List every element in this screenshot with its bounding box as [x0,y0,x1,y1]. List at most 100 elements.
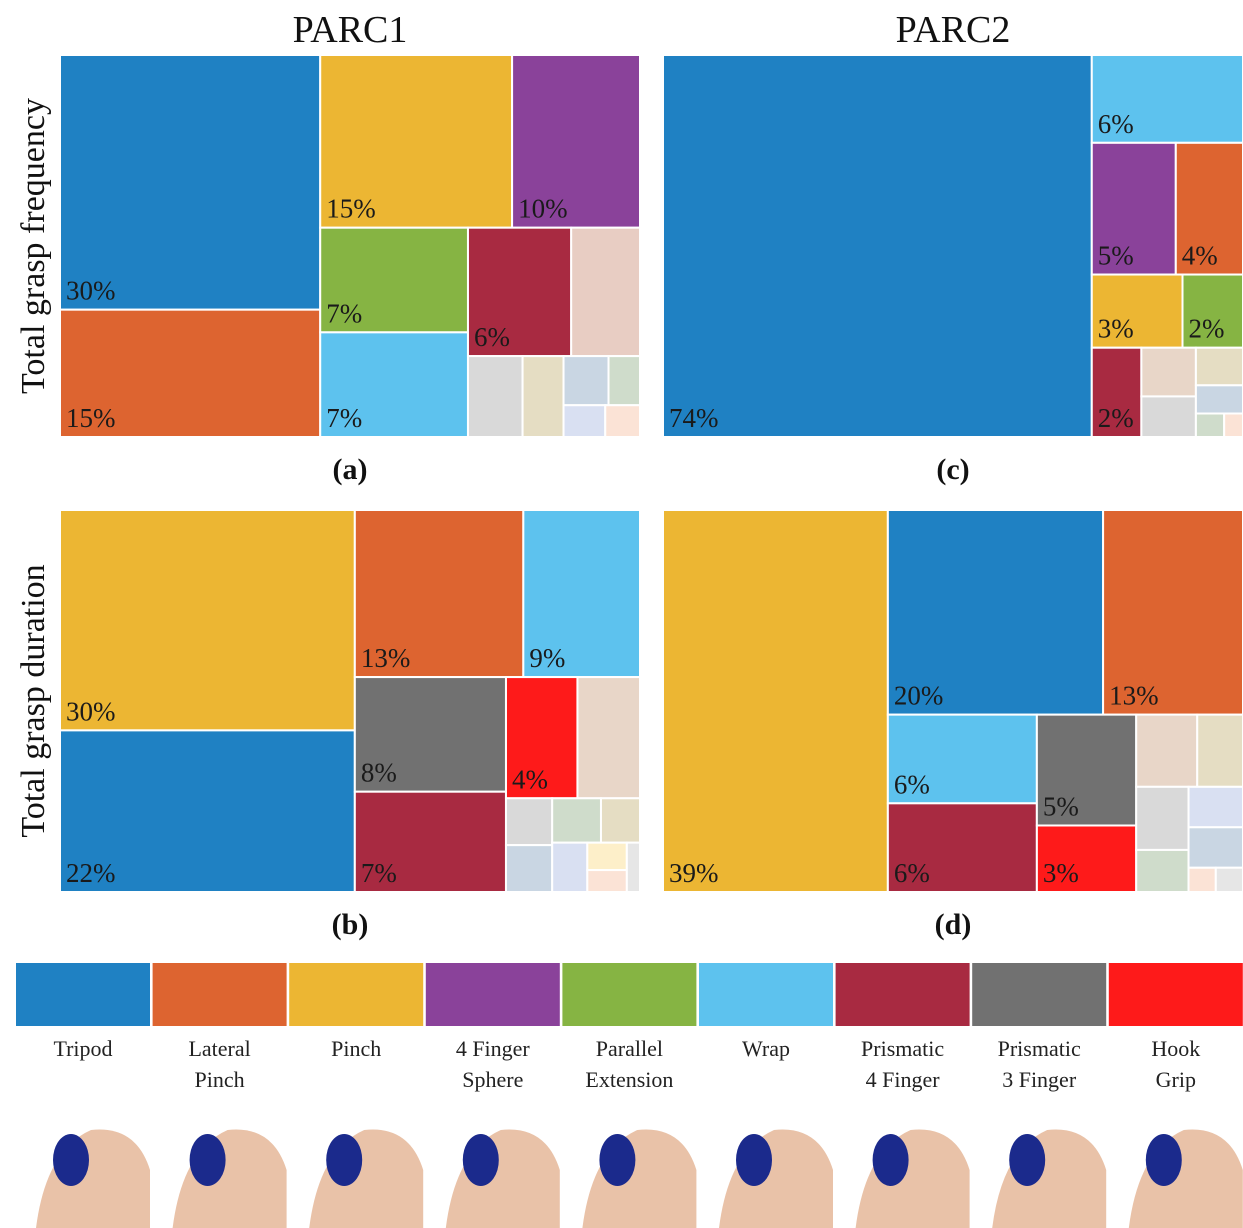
treemap-cell [577,677,640,798]
treemap-cell [1189,868,1216,892]
legend-label: Prismatic 4 Finger [857,1033,949,1095]
hand-illustration [173,1130,287,1228]
hand-illustration [1129,1130,1243,1228]
value-label: 30% [66,696,116,726]
legend-swatch [16,963,150,1026]
treemap-cell [1189,787,1243,827]
treemap-cell [571,228,640,356]
treemap-cell [506,845,552,892]
treemap-cell [601,798,640,842]
treemap-cell [663,510,888,892]
value-label: 6% [1098,109,1134,139]
value-label: 9% [529,643,565,673]
value-label: 6% [474,322,510,352]
value-label: 7% [326,298,362,328]
grasp-object [53,1134,89,1186]
value-label: 5% [1043,791,1079,821]
treemap-cell [609,356,640,405]
treemap-cell [1189,827,1243,867]
value-label: 20% [894,681,944,711]
hand-illustration [309,1130,423,1228]
value-label: 6% [894,858,930,888]
figure: 30% 15% 15% 10% 7% 7% 6% PARC1 Total grasp frequ… [0,0,1243,1228]
treemap-cell [552,843,587,892]
treemap-cell [1136,850,1188,892]
legend-swatch [153,963,287,1026]
grasp-object [463,1134,499,1186]
hand-illustration [446,1130,560,1228]
value-label: 2% [1098,403,1134,433]
grasp-object [736,1134,772,1186]
value-label: 13% [361,643,411,673]
panel-title: PARC1 [293,9,408,51]
treemap-cell [1141,348,1196,397]
grasp-object [599,1134,635,1186]
legend-label: Prismatic 3 Finger [993,1033,1085,1095]
value-label: 6% [894,769,930,799]
treemap-cell [587,843,627,870]
value-label: 4% [512,764,548,794]
legend-label: Lateral Pinch [174,1033,266,1095]
treemap-cell [60,55,320,310]
treemap-cell [552,798,601,842]
value-label: 7% [361,858,397,888]
treemap-cell [1141,396,1196,437]
legend-label: Parallel Extension [583,1033,675,1095]
legend-swatch [426,963,560,1026]
value-label: 8% [361,758,397,788]
value-label: 3% [1098,314,1134,344]
grasp-object [190,1134,226,1186]
value-label: 5% [1098,241,1134,271]
hand-illustration [36,1130,150,1228]
treemap-cell [627,843,640,892]
row-label: Total grasp frequency [15,98,52,394]
treemap-cell [663,55,1092,437]
legend-swatch [972,963,1106,1026]
legend-label: Tripod [37,1033,129,1064]
treemap-cell [1136,715,1197,787]
legend-swatch [289,963,423,1026]
treemap-cell [468,356,523,437]
value-label: 4% [1182,241,1218,271]
panel-caption: (d) [935,908,972,941]
treemap-cell [564,356,609,405]
value-label: 3% [1043,858,1079,888]
legend-swatch [1109,963,1243,1026]
treemap-cell [1196,385,1243,413]
legend-label: Wrap [720,1033,812,1064]
grasp-object [1146,1134,1182,1186]
legend-swatch [836,963,970,1026]
treemap-cell [506,798,552,845]
hand-illustration [719,1130,833,1228]
legend-label: Pinch [310,1033,402,1064]
legend-label: 4 Finger Sphere [447,1033,539,1095]
treemap-cell [1136,787,1188,850]
treemap-cell [564,405,606,437]
panel-title: PARC2 [896,9,1011,51]
value-label: 15% [66,403,116,433]
legend-swatch [562,963,696,1026]
value-label: 74% [669,403,719,433]
panel-caption: (c) [936,453,969,486]
hand-illustration [856,1130,970,1228]
value-label: 2% [1189,314,1225,344]
treemap-cell [1197,715,1243,787]
treemap-cell [1196,414,1224,437]
panel-caption: (a) [333,453,368,486]
hand-illustration [582,1130,696,1228]
treemap-cell [523,356,564,437]
legend-swatch [699,963,833,1026]
value-label: 13% [1109,681,1159,711]
grasp-object [1009,1134,1045,1186]
treemap-cell [605,405,640,437]
value-label: 7% [326,403,362,433]
grasp-object [326,1134,362,1186]
value-label: 30% [66,276,116,306]
treemap-cell [587,870,627,892]
treemap-cell [1216,868,1243,892]
grasp-object [873,1134,909,1186]
value-label: 10% [518,194,568,224]
hand-illustration [992,1130,1106,1228]
value-label: 22% [66,858,116,888]
value-label: 15% [326,194,376,224]
